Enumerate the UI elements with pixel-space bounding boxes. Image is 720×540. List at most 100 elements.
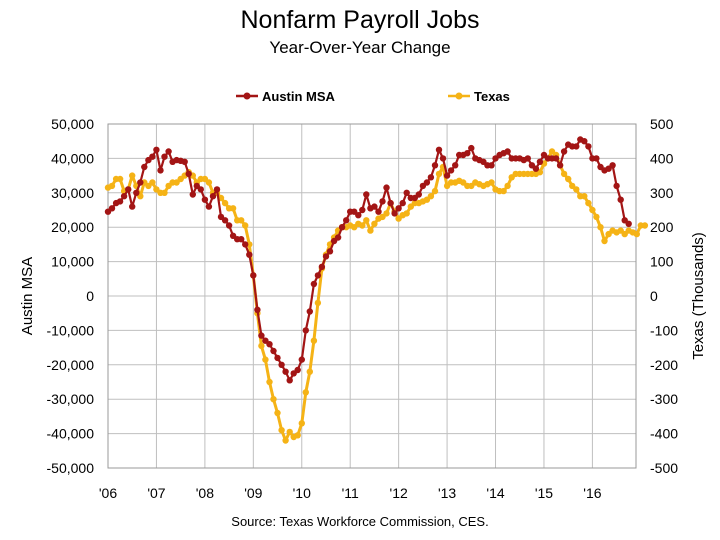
x-tick-label: '12 [390,485,408,501]
data-point-austin-msa [270,347,277,355]
data-point-texas [589,206,596,214]
data-point-austin-msa [298,356,305,363]
data-point-texas [367,227,374,234]
data-point-austin-msa [282,368,289,375]
data-point-austin-msa [431,162,439,169]
series-line-austin-msa [107,138,630,382]
y-left-tick-label: -40,000 [47,426,95,442]
y-right-tick-label: 100 [650,254,674,270]
axes: 50,000 40,000 30,000 20,000 10,000 0 -10,000 -2… [47,116,679,501]
data-point-texas [504,182,511,190]
y-left-tick-label: 0 [86,288,94,304]
chart-subtitle: Year-Over-Year Change [269,38,451,57]
data-point-austin-msa [238,236,245,243]
data-point-austin-msa [552,155,560,162]
data-point-austin-msa [246,251,253,258]
data-point-austin-msa [371,203,378,210]
data-point-austin-msa [318,263,326,270]
data-point-texas [278,427,285,434]
data-point-texas [371,220,378,227]
y-left-tick-label: 40,000 [51,150,94,166]
data-point-texas [601,237,608,245]
plot-border [107,123,637,469]
data-point-austin-msa [189,191,196,198]
x-tick-label: '11 [342,485,359,501]
data-point-austin-msa [314,272,322,279]
data-point-austin-msa [573,143,580,150]
x-tick-label: '13 [438,485,456,501]
legend-marker [455,92,463,100]
y-left-tick-label: 50,000 [51,116,94,132]
data-point-austin-msa [581,138,588,145]
data-point-austin-msa [225,222,233,229]
data-point-austin-msa [617,196,624,203]
data-point-austin-msa [363,191,370,198]
x-tick-label: '09 [244,485,262,501]
data-point-texas [116,175,124,183]
data-point-texas [266,378,273,386]
data-point-austin-msa [593,155,600,162]
data-point-austin-msa [387,199,394,207]
data-point-austin-msa [613,182,620,190]
data-point-texas [302,389,309,396]
data-point-texas [363,217,370,224]
data-point-texas [431,187,439,195]
data-point-texas [298,420,305,427]
data-point-texas [314,299,322,307]
y-right-tick-label: -300 [650,391,678,407]
data-point-texas [229,205,237,212]
legend-label: Texas [474,89,510,104]
data-point-austin-msa [355,212,362,219]
data-point-texas [205,179,213,186]
data-point-texas [633,230,640,238]
data-point-austin-msa [306,308,313,315]
data-point-austin-msa [560,148,568,155]
data-point-austin-msa [423,179,431,186]
data-point-austin-msa [395,205,402,212]
data-point-texas [359,222,366,229]
data-point-austin-msa [157,167,164,174]
data-point-austin-msa [403,189,410,196]
data-point-texas [221,199,229,207]
data-point-texas [383,210,390,217]
data-point-austin-msa [379,198,386,205]
data-point-austin-msa [556,162,564,169]
x-tick-label: '16 [583,485,601,501]
y-right-axis-title: Texas (Thousands) [690,232,707,360]
legend: Austin MSA Texas [236,89,510,104]
x-tick-label: '07 [147,485,165,501]
x-tick-label: '14 [486,485,504,501]
data-point-austin-msa [326,248,334,255]
data-point-texas [161,189,168,196]
data-point-austin-msa [116,198,124,205]
data-point-austin-msa [197,186,204,193]
chart-title: Nonfarm Payroll Jobs [240,6,480,34]
data-point-austin-msa [524,155,531,162]
data-point-austin-msa [266,341,273,348]
x-tick-label: '08 [196,485,214,501]
data-point-austin-msa [375,208,382,215]
data-point-austin-msa [391,210,398,217]
data-point-texas [274,409,281,417]
data-point-austin-msa [427,174,435,181]
data-point-austin-msa [137,179,144,186]
data-point-austin-msa [221,217,229,224]
data-point-austin-msa [488,162,495,169]
data-point-austin-msa [468,144,475,152]
data-point-austin-msa [359,206,366,214]
data-point-texas [581,193,588,200]
data-point-austin-msa [108,205,116,212]
y-right-tick-label: -100 [650,322,678,338]
y-right-tick-label: 500 [650,116,674,132]
y-right-tick-label: 200 [650,219,674,235]
data-point-austin-msa [439,155,447,162]
data-point-austin-msa [181,158,188,165]
data-point-austin-msa [625,220,632,227]
data-point-texas [488,179,495,186]
y-right-tick-label: -200 [650,357,678,373]
y-right-tick-label: 400 [650,150,674,166]
data-point-texas [294,432,301,439]
data-point-austin-msa [536,158,544,165]
data-point-texas [435,170,443,178]
y-left-tick-label: -10,000 [47,322,95,338]
